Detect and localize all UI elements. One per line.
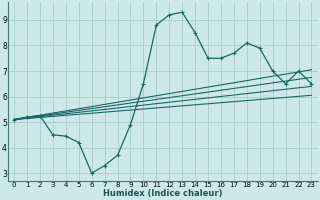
X-axis label: Humidex (Indice chaleur): Humidex (Indice chaleur)	[103, 189, 222, 198]
